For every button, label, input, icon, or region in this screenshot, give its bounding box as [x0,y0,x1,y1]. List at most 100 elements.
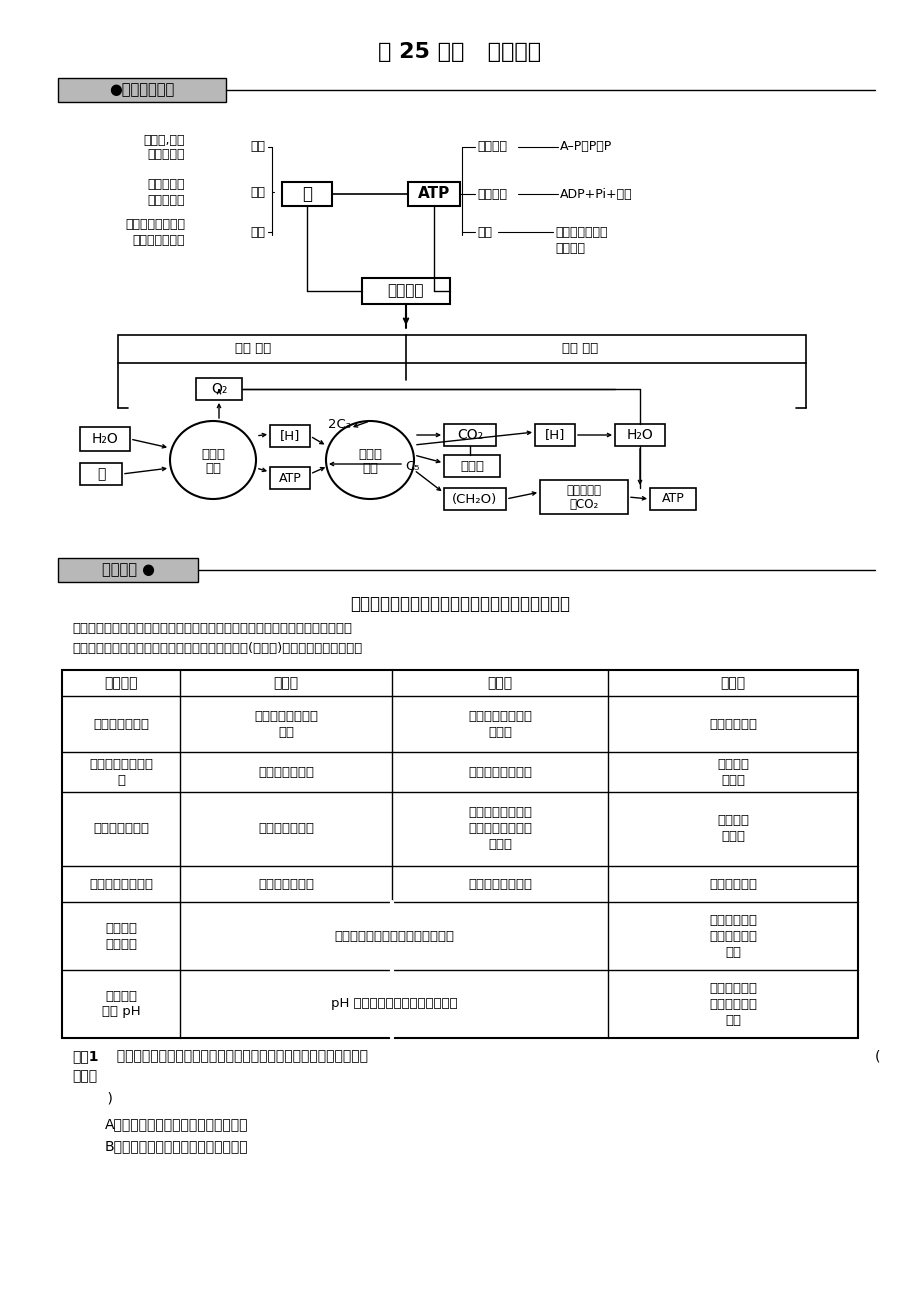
Text: 机理: 机理 [250,185,265,198]
Text: pH 梯度下处理后的底物和酶混合: pH 梯度下处理后的底物和酶混合 [330,997,457,1010]
Text: 训练1: 训练1 [72,1049,98,1062]
Text: 因变量: 因变量 [720,676,744,690]
Bar [282,182,332,206]
Text: 率或底物的剩: 率或底物的剩 [709,997,756,1010]
Text: 用: 用 [117,773,125,786]
Bar [444,454,499,477]
Text: 适宜温度: 适宜温度 [105,937,137,950]
Text: 丙酮酸: 丙酮酸 [460,460,483,473]
Text: 本质: 本质 [250,141,265,154]
Text: ATP: ATP [661,492,684,505]
Text: 细胞代谢: 细胞代谢 [387,284,424,298]
Text: 是否出现紫色: 是否出现紫色 [709,717,756,730]
Text: 一、酶的特性与影响酶催化速率的因素的研究方法: 一、酶的特性与影响酶催化速率的因素的研究方法 [349,595,570,613]
Text: H₂O: H₂O [626,428,652,441]
Text: A．化学催化剂，同一物质，自然条件: A．化学催化剂，同一物质，自然条件 [105,1117,248,1131]
Bar [444,488,505,510]
Text: 底物分解速率: 底物分解速率 [709,878,756,891]
Text: 底物的分解速: 底物的分解速 [709,982,756,995]
Bar [269,467,310,490]
Bar [58,78,226,102]
Text: 降低化学反: 降低化学反 [147,178,185,191]
Text: 被分解: 被分解 [720,773,744,786]
Text: 和CO₂: 和CO₂ [569,497,598,510]
Text: 底物是否: 底物是否 [716,758,748,771]
Text: 底物是否: 底物是否 [716,815,748,828]
Text: 率或底物的剩: 率或底物的剩 [709,930,756,943]
Text: [H]: [H] [544,428,564,441]
Text: ADP+Pi+能量: ADP+Pi+能量 [560,187,632,201]
Text: ATP: ATP [417,186,449,202]
Text: 有机物,大多: 有机物,大多 [143,134,185,147]
Text: 最适 pH: 最适 pH [102,1005,141,1018]
Text: 分别是: 分别是 [72,1069,97,1083]
Text: 探究酶的: 探究酶的 [105,990,137,1003]
Text: 验证酶的专一性: 验证酶的专一性 [93,823,149,836]
Text: CO₂: CO₂ [457,428,482,441]
Text: 乳酸或酒精: 乳酸或酒精 [566,484,601,497]
Text: 余量: 余量 [724,1013,740,1026]
Text: 余量: 余量 [724,945,740,958]
Text: 光合 作用: 光合 作用 [234,342,271,355]
Text: 细胞 呼吸: 细胞 呼吸 [562,342,597,355]
Text: 严格操纵自变量，控制无关变量，观察并记录结果(因变量)。相关实验设计如下：: 严格操纵自变量，控制无关变量，观察并记录结果(因变量)。相关实验设计如下： [72,642,362,655]
Bar [269,424,310,447]
Bar [361,279,449,303]
Text: 直接为生命活动: 直接为生命活动 [554,225,607,238]
Text: 实验名称: 实验名称 [104,676,138,690]
Text: 以所要研究的因素为自变量，酶的催化速率为因变量，其余因素均为无关变量；: 以所要研究的因素为自变量，酶的催化速率为因变量，其余因素均为无关变量； [72,621,352,634]
Text: 应的活化能: 应的活化能 [147,194,185,207]
Text: 一酶液: 一酶液 [487,838,512,852]
Text: 光: 光 [96,467,105,480]
Text: 验证酶是蛋白质: 验证酶是蛋白质 [93,717,149,730]
Text: 设计证明生物酶具有催化性、特异性、高效性实验，选用的对照条件: 设计证明生物酶具有催化性、特异性、高效性实验，选用的对照条件 [108,1049,368,1062]
Text: ATP: ATP [278,471,301,484]
Bar [80,464,122,486]
Text: 分子: 分子 [205,462,221,475]
Bar [650,488,696,510]
Bar [407,182,460,206]
Text: 数是蛋白质: 数是蛋白质 [147,148,185,161]
Bar [535,424,574,447]
Text: C₅: C₅ [405,461,420,474]
Text: 已知蛋白液＋双缩: 已知蛋白液＋双缩 [468,710,531,723]
Text: 底物＋等量蒸馏水: 底物＋等量蒸馏水 [468,766,531,779]
Text: A–P～P～P: A–P～P～P [560,141,611,154]
Text: 实验组: 实验组 [273,676,299,690]
Text: 对照组: 对照组 [487,676,512,690]
Bar [444,424,495,447]
Bar [58,559,198,582]
Text: 底物＋相应酶液: 底物＋相应酶液 [257,766,313,779]
Text: 验证酶具有催化作: 验证酶具有催化作 [89,758,153,771]
Text: 液或同一底物＋另: 液或同一底物＋另 [468,823,531,836]
Text: 意义: 意义 [476,225,492,238]
Text: 温度梯度下处理后的底物和酶混合: 温度梯度下处理后的底物和酶混合 [334,930,453,943]
Text: 催化: 催化 [361,461,378,474]
Text: 专题整合 ●: 专题整合 ● [101,562,154,578]
Bar [80,427,130,450]
Text: 分子简式: 分子简式 [476,141,506,154]
Text: 相互转化: 相互转化 [476,187,506,201]
Text: ●知识体系构建: ●知识体系构建 [109,82,175,98]
Text: 高效性、专一性、: 高效性、专一性、 [125,219,185,232]
Text: 底物的分解速: 底物的分解速 [709,914,756,927]
Text: 另一底物＋相同酶: 另一底物＋相同酶 [468,806,531,819]
Text: B．自然条件，不同物质，化学催化剂: B．自然条件，不同物质，化学催化剂 [105,1139,248,1154]
Text: 试剂: 试剂 [278,725,294,738]
Bar [614,424,664,447]
Text: 脲试剂: 脲试剂 [487,725,512,738]
Text: 酶: 酶 [301,185,312,203]
Text: 待测酶液＋双缩脲: 待测酶液＋双缩脲 [254,710,318,723]
Text: 验证酶具有高效性: 验证酶具有高效性 [89,878,153,891]
Bar [118,335,805,363]
Text: 第 25 课时   章末复习: 第 25 课时 章末复习 [378,42,541,62]
Text: 2C₃: 2C₃ [328,418,351,431]
Text: ): ) [90,1091,113,1105]
Text: 提供能量: 提供能量 [554,241,584,254]
Text: 多种酶: 多种酶 [357,448,381,461]
Bar [196,378,242,400]
Bar [539,480,628,514]
Text: 底物＋相应酶液: 底物＋相应酶液 [257,878,313,891]
Text: (: ( [874,1049,879,1062]
Text: 底物＋相应酶液: 底物＋相应酶液 [257,823,313,836]
